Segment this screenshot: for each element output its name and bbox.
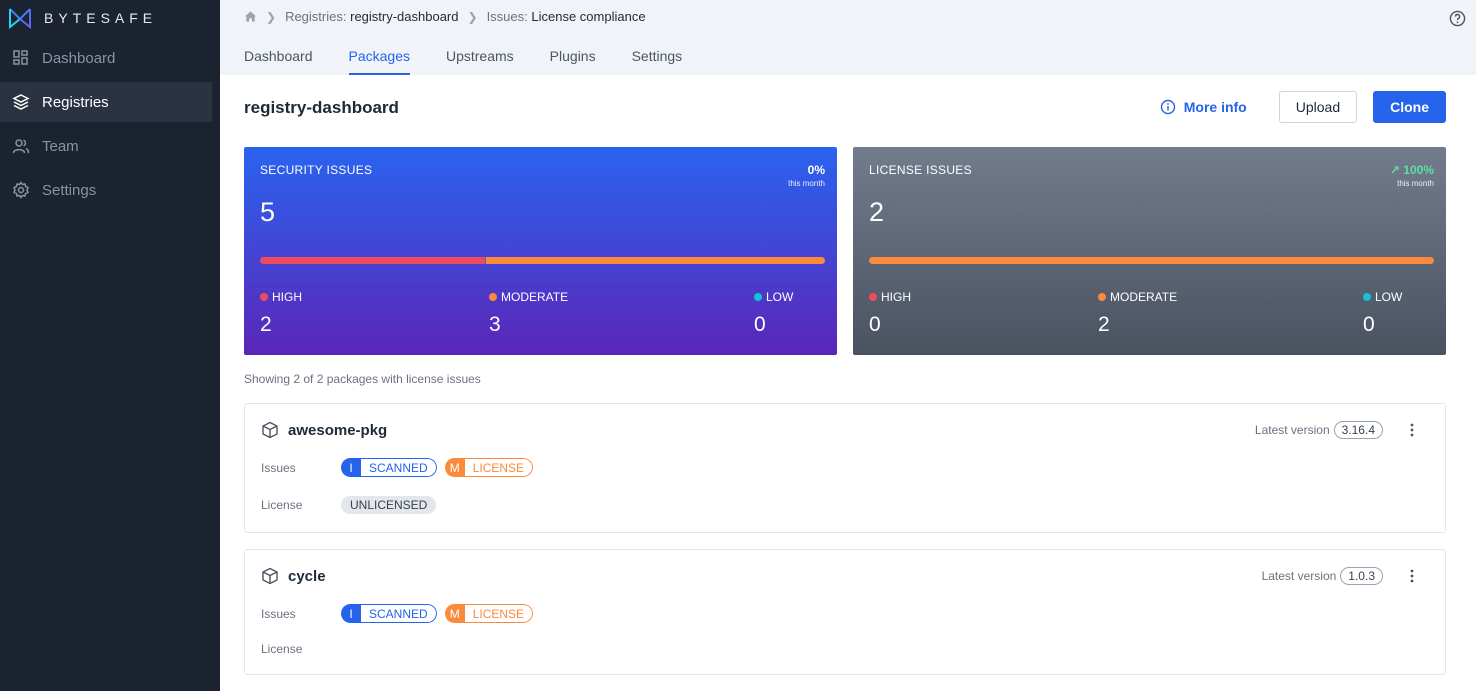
trend-up-icon: ↗ [1389,163,1400,177]
users-icon [12,139,30,154]
license-badge: M LICENSE [444,458,534,477]
latest-version: Latest version 1.0.3 [1262,567,1383,585]
tab-settings[interactable]: Settings [631,48,683,64]
scanned-badge: I SCANNED [341,458,437,477]
package-header: cycle [261,567,326,585]
layers-icon [12,94,30,110]
sidebar-item-label: Registries [42,93,109,111]
dot-icon [260,293,268,301]
more-vertical-icon[interactable] [1407,422,1417,438]
more-info-link[interactable]: More info [1160,99,1247,115]
package-card[interactable]: awesome-pkg Latest version 3.16.4 Issues… [244,403,1446,533]
license-row: License [261,642,303,656]
severity-bar-moderate [869,257,1434,264]
chevron-right-icon: ❯ [266,9,277,24]
home-icon[interactable] [244,10,257,23]
bytesafe-logo-icon [9,8,31,30]
breadcrumb: ❯ Registries: registry-dashboard ❯ Issue… [244,9,646,24]
dot-icon [1098,293,1106,301]
license-badge: M LICENSE [444,604,534,623]
more-vertical-icon[interactable] [1407,568,1417,584]
card-count: 2 [869,197,885,227]
brand-name: BYTESAFE [44,10,158,26]
package-icon [262,421,278,439]
package-card[interactable]: cycle Latest version 1.0.3 Issues I SCAN… [244,549,1446,675]
package-name[interactable]: awesome-pkg [288,421,388,439]
severity-high: HIGH 0 [869,290,911,336]
sidebar-item-label: Dashboard [42,49,116,67]
version-pill: 1.0.3 [1340,567,1383,585]
topbar: ❯ Registries: registry-dashboard ❯ Issue… [220,0,1476,75]
breadcrumb-registry[interactable]: Registries: registry-dashboard [285,9,459,24]
severity-low: LOW 0 [754,290,794,336]
sidebar-nav: Dashboard Registries Team Settings [0,38,220,210]
severity-bar [260,257,825,264]
content-panel: registry-dashboard More info Upload Clon… [220,75,1476,691]
card-label: SECURITY ISSUES [260,163,373,177]
results-summary: Showing 2 of 2 packages with license iss… [244,372,481,386]
gear-icon [13,181,29,199]
license-tag: UNLICENSED [341,496,437,514]
main-area: ❯ Registries: registry-dashboard ❯ Issue… [220,0,1476,691]
sidebar-item-label: Settings [42,181,97,199]
scanned-badge: I SCANNED [341,604,437,623]
help-icon[interactable] [1449,10,1466,27]
sidebar: BYTESAFE Dashboard Registries Team [0,0,220,691]
package-name[interactable]: cycle [288,567,326,585]
security-issues-card: SECURITY ISSUES 5 0% this month HIGH 2 M… [244,147,837,355]
sidebar-item-settings[interactable]: Settings [0,170,212,210]
tab-plugins[interactable]: Plugins [549,48,596,64]
card-change: 0% this month [788,163,825,188]
card-change: ↗ 100% this month [1389,163,1434,188]
grid-icon [13,50,28,65]
sidebar-item-dashboard[interactable]: Dashboard [0,38,212,78]
logo[interactable]: BYTESAFE [0,0,220,36]
sidebar-item-label: Team [42,137,79,155]
latest-version: Latest version 3.16.4 [1255,421,1383,439]
page-title: registry-dashboard [244,98,399,117]
clone-button[interactable]: Clone [1373,91,1446,123]
package-header: awesome-pkg [261,421,387,439]
info-icon [1160,99,1175,115]
chevron-right-icon: ❯ [467,9,478,24]
card-count: 5 [260,197,276,227]
severity-bar-high [260,257,486,264]
severity-moderate: MODERATE 3 [489,290,569,336]
tab-bar: Dashboard Packages Upstreams Plugins Set… [244,48,718,75]
dot-icon [489,293,497,301]
breadcrumb-issues: Issues: License compliance [486,9,646,24]
version-pill: 3.16.4 [1333,421,1383,439]
sidebar-item-registries[interactable]: Registries [0,82,212,122]
severity-bar-moderate [486,257,825,264]
upload-button[interactable]: Upload [1278,91,1358,123]
severity-high: HIGH 2 [260,290,302,336]
license-issues-card: LICENSE ISSUES 2 ↗ 100% this month HIGH … [853,147,1446,355]
dot-icon [1363,293,1371,301]
card-label: LICENSE ISSUES [869,163,972,177]
page-actions: More info Upload Clone [1160,91,1446,123]
tab-packages[interactable]: Packages [348,48,410,75]
severity-low: LOW 0 [1363,290,1403,336]
dot-icon [869,293,877,301]
license-row: License UNLICENSED [261,496,437,514]
issues-row: Issues I SCANNED M LICENSE [261,458,541,477]
tab-dashboard[interactable]: Dashboard [244,48,313,64]
tab-upstreams[interactable]: Upstreams [445,48,514,64]
dot-icon [754,293,762,301]
severity-moderate: MODERATE 2 [1098,290,1178,336]
package-icon [262,567,278,585]
severity-bar [869,257,1434,264]
issues-row: Issues I SCANNED M LICENSE [261,604,541,623]
sidebar-item-team[interactable]: Team [0,126,212,166]
